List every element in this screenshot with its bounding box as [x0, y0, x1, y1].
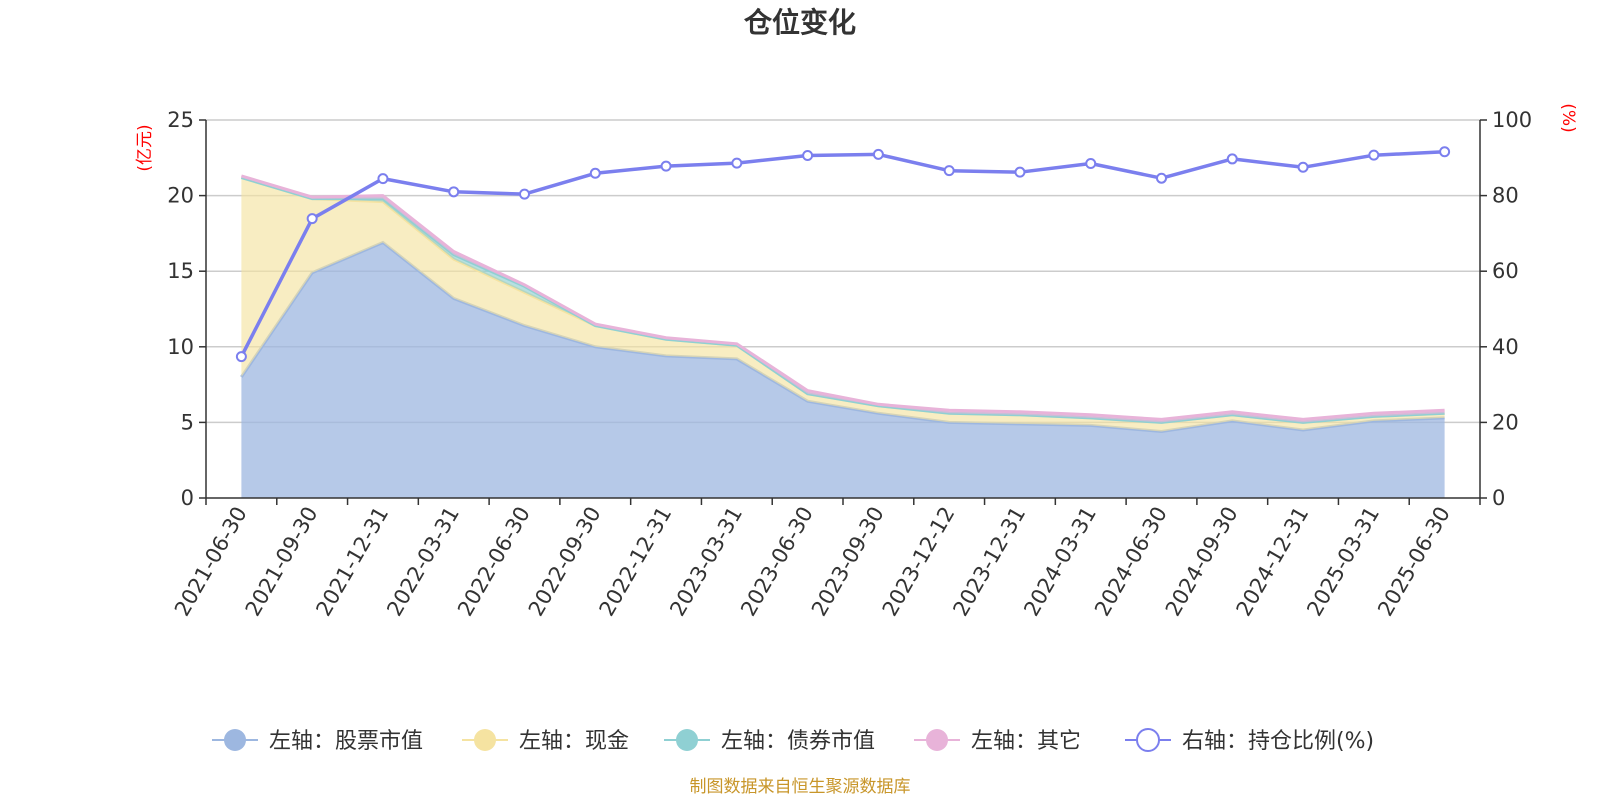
x-tick-label: 2024-06-30 [1090, 503, 1172, 621]
legend-label: 左轴：其它 [971, 729, 1081, 754]
ratio-point [306, 213, 318, 225]
area-2 [241, 177, 1445, 432]
area-line-4 [240, 174, 1445, 421]
right-tick-label: 100 [1492, 108, 1532, 132]
x-tick-label: 2021-06-30 [170, 503, 252, 621]
right-tick-label: 0 [1492, 486, 1505, 510]
legend-marker [474, 729, 496, 751]
ratio-point [235, 351, 247, 363]
x-tick-label: 2025-03-31 [1302, 503, 1384, 621]
area-1 [241, 242, 1445, 498]
legend-label: 左轴：股票市值 [269, 729, 423, 754]
ratio-point [660, 160, 672, 172]
x-tick-label: 2024-12-31 [1232, 503, 1314, 621]
x-tick-label: 2022-12-31 [595, 503, 677, 621]
ratio-point [802, 150, 814, 162]
right-tick-label: 60 [1492, 259, 1519, 283]
ratio-point [872, 148, 884, 160]
ratio-point [448, 186, 460, 198]
ratio-point [1156, 172, 1167, 184]
legend-label: 右轴：持仓比例(%) [1182, 729, 1374, 754]
ratio-line-path [239, 150, 1445, 358]
ratio-point [731, 157, 743, 169]
legend-marker [1136, 728, 1160, 752]
legend-marker [926, 729, 948, 751]
x-tick-label: 2022-06-30 [453, 503, 535, 621]
x-tick-label: 2022-09-30 [524, 503, 606, 621]
ratio-point [519, 188, 530, 200]
ratio-point [1297, 161, 1309, 173]
ratio-point [1226, 153, 1238, 165]
legend-label: 左轴：债券市值 [721, 729, 875, 754]
source-note: 制图数据来自恒生聚源数据库 [690, 777, 911, 797]
ratio-point [1014, 166, 1026, 178]
x-tick-label: 2021-12-31 [311, 503, 393, 621]
left-tick-label: 25 [167, 108, 194, 132]
ratio-point [1368, 149, 1380, 161]
ratio-point [589, 167, 601, 179]
legend-label: 左轴：现金 [519, 729, 629, 754]
x-tick-label: 2023-12-31 [948, 503, 1030, 621]
legend-marker [224, 729, 246, 751]
left-tick-label: 15 [167, 259, 194, 283]
x-tick-label: 2023-09-30 [807, 503, 889, 621]
legend: 左轴：股票市值 左轴：现金 左轴：债券市值 左轴：其它 右轴：持仓比例(%) [212, 728, 1374, 754]
x-tick-label: 2024-09-30 [1161, 503, 1243, 621]
left-tick-label: 20 [167, 184, 194, 208]
x-tick-label: 2025-06-30 [1373, 503, 1455, 621]
x-tick-label: 2023-06-30 [736, 503, 818, 621]
x-tick-label: 2024-03-31 [1019, 503, 1101, 621]
ratio-point [1439, 146, 1451, 158]
ratio-point [943, 165, 955, 177]
position-ratio-line [235, 146, 1451, 363]
x-tick-label: 2023-12-12 [878, 503, 960, 621]
left-axis-unit: (亿元) [135, 124, 155, 171]
x-tick-label: 2021-09-30 [241, 503, 323, 621]
right-axis-unit: (%) [1558, 103, 1578, 132]
left-tick-label: 10 [167, 335, 194, 359]
ratio-point [377, 173, 389, 185]
x-tick-label: 2022-03-31 [382, 503, 464, 621]
chart-title: 仓位变化 [744, 6, 856, 39]
left-tick-label: 0 [181, 486, 194, 510]
x-tick-label: 2023-03-31 [665, 503, 747, 621]
legend-marker [676, 729, 698, 751]
ratio-point [1085, 157, 1097, 169]
right-tick-label: 40 [1492, 335, 1519, 359]
right-tick-label: 80 [1492, 184, 1519, 208]
right-tick-label: 20 [1492, 410, 1519, 434]
stacked-areas [240, 174, 1445, 498]
left-tick-label: 5 [181, 410, 194, 434]
